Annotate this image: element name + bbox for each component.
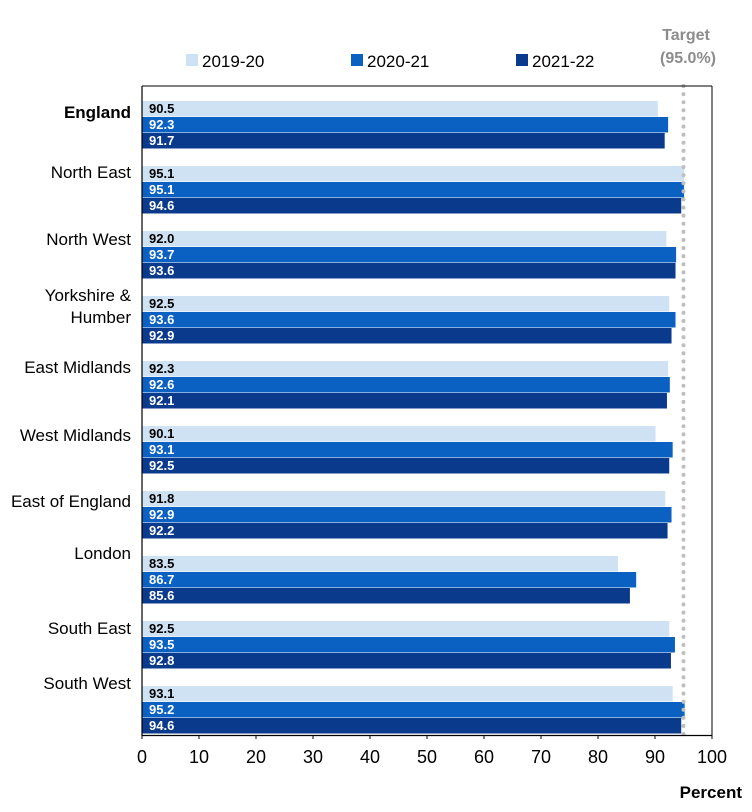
category-label: East Midlands — [24, 358, 131, 377]
data-label: 92.6 — [149, 377, 174, 392]
legend-swatch-2019-20 — [186, 54, 198, 66]
bar-north-west-2020-21 — [142, 247, 677, 263]
x-tick-label: 30 — [303, 747, 323, 767]
bar-london-2020-21 — [142, 572, 637, 588]
category-label: South West — [43, 674, 131, 693]
bar-east-of-england-2021-22 — [142, 523, 668, 539]
data-label: 94.6 — [149, 198, 174, 213]
data-label: 92.3 — [149, 117, 174, 132]
bar-west-midlands-2019-20 — [142, 426, 656, 442]
x-axis-label: Percent — [680, 783, 743, 802]
data-label: 90.1 — [149, 426, 174, 441]
target-label-line2: (95.0%) — [660, 50, 716, 67]
data-label: 92.9 — [149, 507, 174, 522]
category-label: Humber — [71, 308, 132, 327]
x-tick-label: 10 — [189, 747, 209, 767]
category-label: London — [74, 544, 131, 563]
bar-south-east-2020-21 — [142, 637, 675, 653]
data-label: 90.5 — [149, 101, 174, 116]
data-label: 95.1 — [149, 182, 174, 197]
data-label: 92.8 — [149, 653, 174, 668]
data-label: 92.0 — [149, 231, 174, 246]
legend-label-2019-20: 2019-20 — [202, 52, 264, 71]
x-tick-label: 50 — [417, 747, 437, 767]
category-label: North East — [51, 163, 132, 182]
data-label: 93.5 — [149, 637, 174, 652]
bar-england-2019-20 — [142, 101, 658, 117]
data-label: 94.6 — [149, 718, 174, 733]
target-label-line1: Target — [662, 27, 710, 44]
x-tick-label: 80 — [588, 747, 608, 767]
data-label: 92.5 — [149, 296, 174, 311]
category-label: Yorkshire & — [45, 286, 132, 305]
bar-england-2020-21 — [142, 117, 669, 133]
data-label: 92.2 — [149, 523, 174, 538]
bar-south-west-2021-22 — [142, 718, 682, 734]
bar-london-2021-22 — [142, 588, 630, 604]
bar-north-west-2021-22 — [142, 263, 676, 279]
category-label: West Midlands — [20, 426, 131, 445]
legend-swatch-2021-22 — [516, 54, 528, 66]
bar-england-2021-22 — [142, 133, 665, 149]
bar-east-midlands-2019-20 — [142, 361, 669, 377]
chart-legend: 2019-20 2020-21 2021-22 — [186, 52, 594, 71]
data-label: 83.5 — [149, 556, 174, 571]
data-label: 95.2 — [149, 702, 174, 717]
data-label: 92.1 — [149, 393, 174, 408]
target-label: Target (95.0%) — [660, 27, 716, 67]
data-label: 92.5 — [149, 458, 174, 473]
bar-north-west-2019-20 — [142, 231, 667, 247]
data-label: 93.6 — [149, 312, 174, 327]
data-label: 92.5 — [149, 621, 174, 636]
category-label: East of England — [11, 492, 131, 511]
bar-east-of-england-2019-20 — [142, 491, 666, 507]
x-tick-label: 40 — [360, 747, 380, 767]
data-label: 93.1 — [149, 442, 174, 457]
x-tick-label: 60 — [474, 747, 494, 767]
data-label: 92.3 — [149, 361, 174, 376]
data-label: 93.7 — [149, 247, 174, 262]
data-label: 85.6 — [149, 588, 174, 603]
bar-yorkshire-humber-2020-21 — [142, 312, 676, 328]
bar-east-midlands-2021-22 — [142, 393, 667, 409]
data-label: 91.8 — [149, 491, 174, 506]
data-label: 95.1 — [149, 166, 174, 181]
bar-south-west-2019-20 — [142, 686, 673, 702]
data-label: 93.6 — [149, 263, 174, 278]
bar-south-west-2020-21 — [142, 702, 685, 718]
bar-yorkshire-humber-2021-22 — [142, 328, 672, 344]
bar-south-east-2019-20 — [142, 621, 670, 637]
bar-london-2019-20 — [142, 556, 618, 572]
legend-swatch-2020-21 — [351, 54, 363, 66]
data-label: 86.7 — [149, 572, 174, 587]
bar-west-midlands-2020-21 — [142, 442, 673, 458]
category-label: North West — [46, 230, 131, 249]
x-tick-label: 70 — [531, 747, 551, 767]
x-tick-label: 100 — [697, 747, 727, 767]
bar-south-east-2021-22 — [142, 653, 671, 669]
bar-north-east-2021-22 — [142, 198, 682, 214]
x-tick-label: 20 — [246, 747, 266, 767]
bar-west-midlands-2021-22 — [142, 458, 670, 474]
legend-label-2020-21: 2020-21 — [367, 52, 429, 71]
category-label: South East — [48, 619, 131, 638]
x-axis-ticks: 0 10 20 30 40 50 60 70 80 90 100 — [137, 735, 727, 767]
bar-east-of-england-2020-21 — [142, 507, 672, 523]
bars-group: 90.592.391.795.195.194.692.093.793.692.5… — [142, 101, 685, 734]
x-tick-label: 0 — [137, 747, 147, 767]
category-label: England — [64, 103, 131, 122]
category-labels: England North East North West Yorkshire & Hu… — [11, 103, 132, 693]
data-label: 93.1 — [149, 686, 174, 701]
bar-north-east-2019-20 — [142, 166, 685, 182]
bar-yorkshire-humber-2019-20 — [142, 296, 670, 312]
data-label: 91.7 — [149, 133, 174, 148]
bar-east-midlands-2020-21 — [142, 377, 670, 393]
legend-label-2021-22: 2021-22 — [532, 52, 594, 71]
data-label: 92.9 — [149, 328, 174, 343]
bar-north-east-2020-21 — [142, 182, 685, 198]
x-tick-label: 90 — [645, 747, 665, 767]
